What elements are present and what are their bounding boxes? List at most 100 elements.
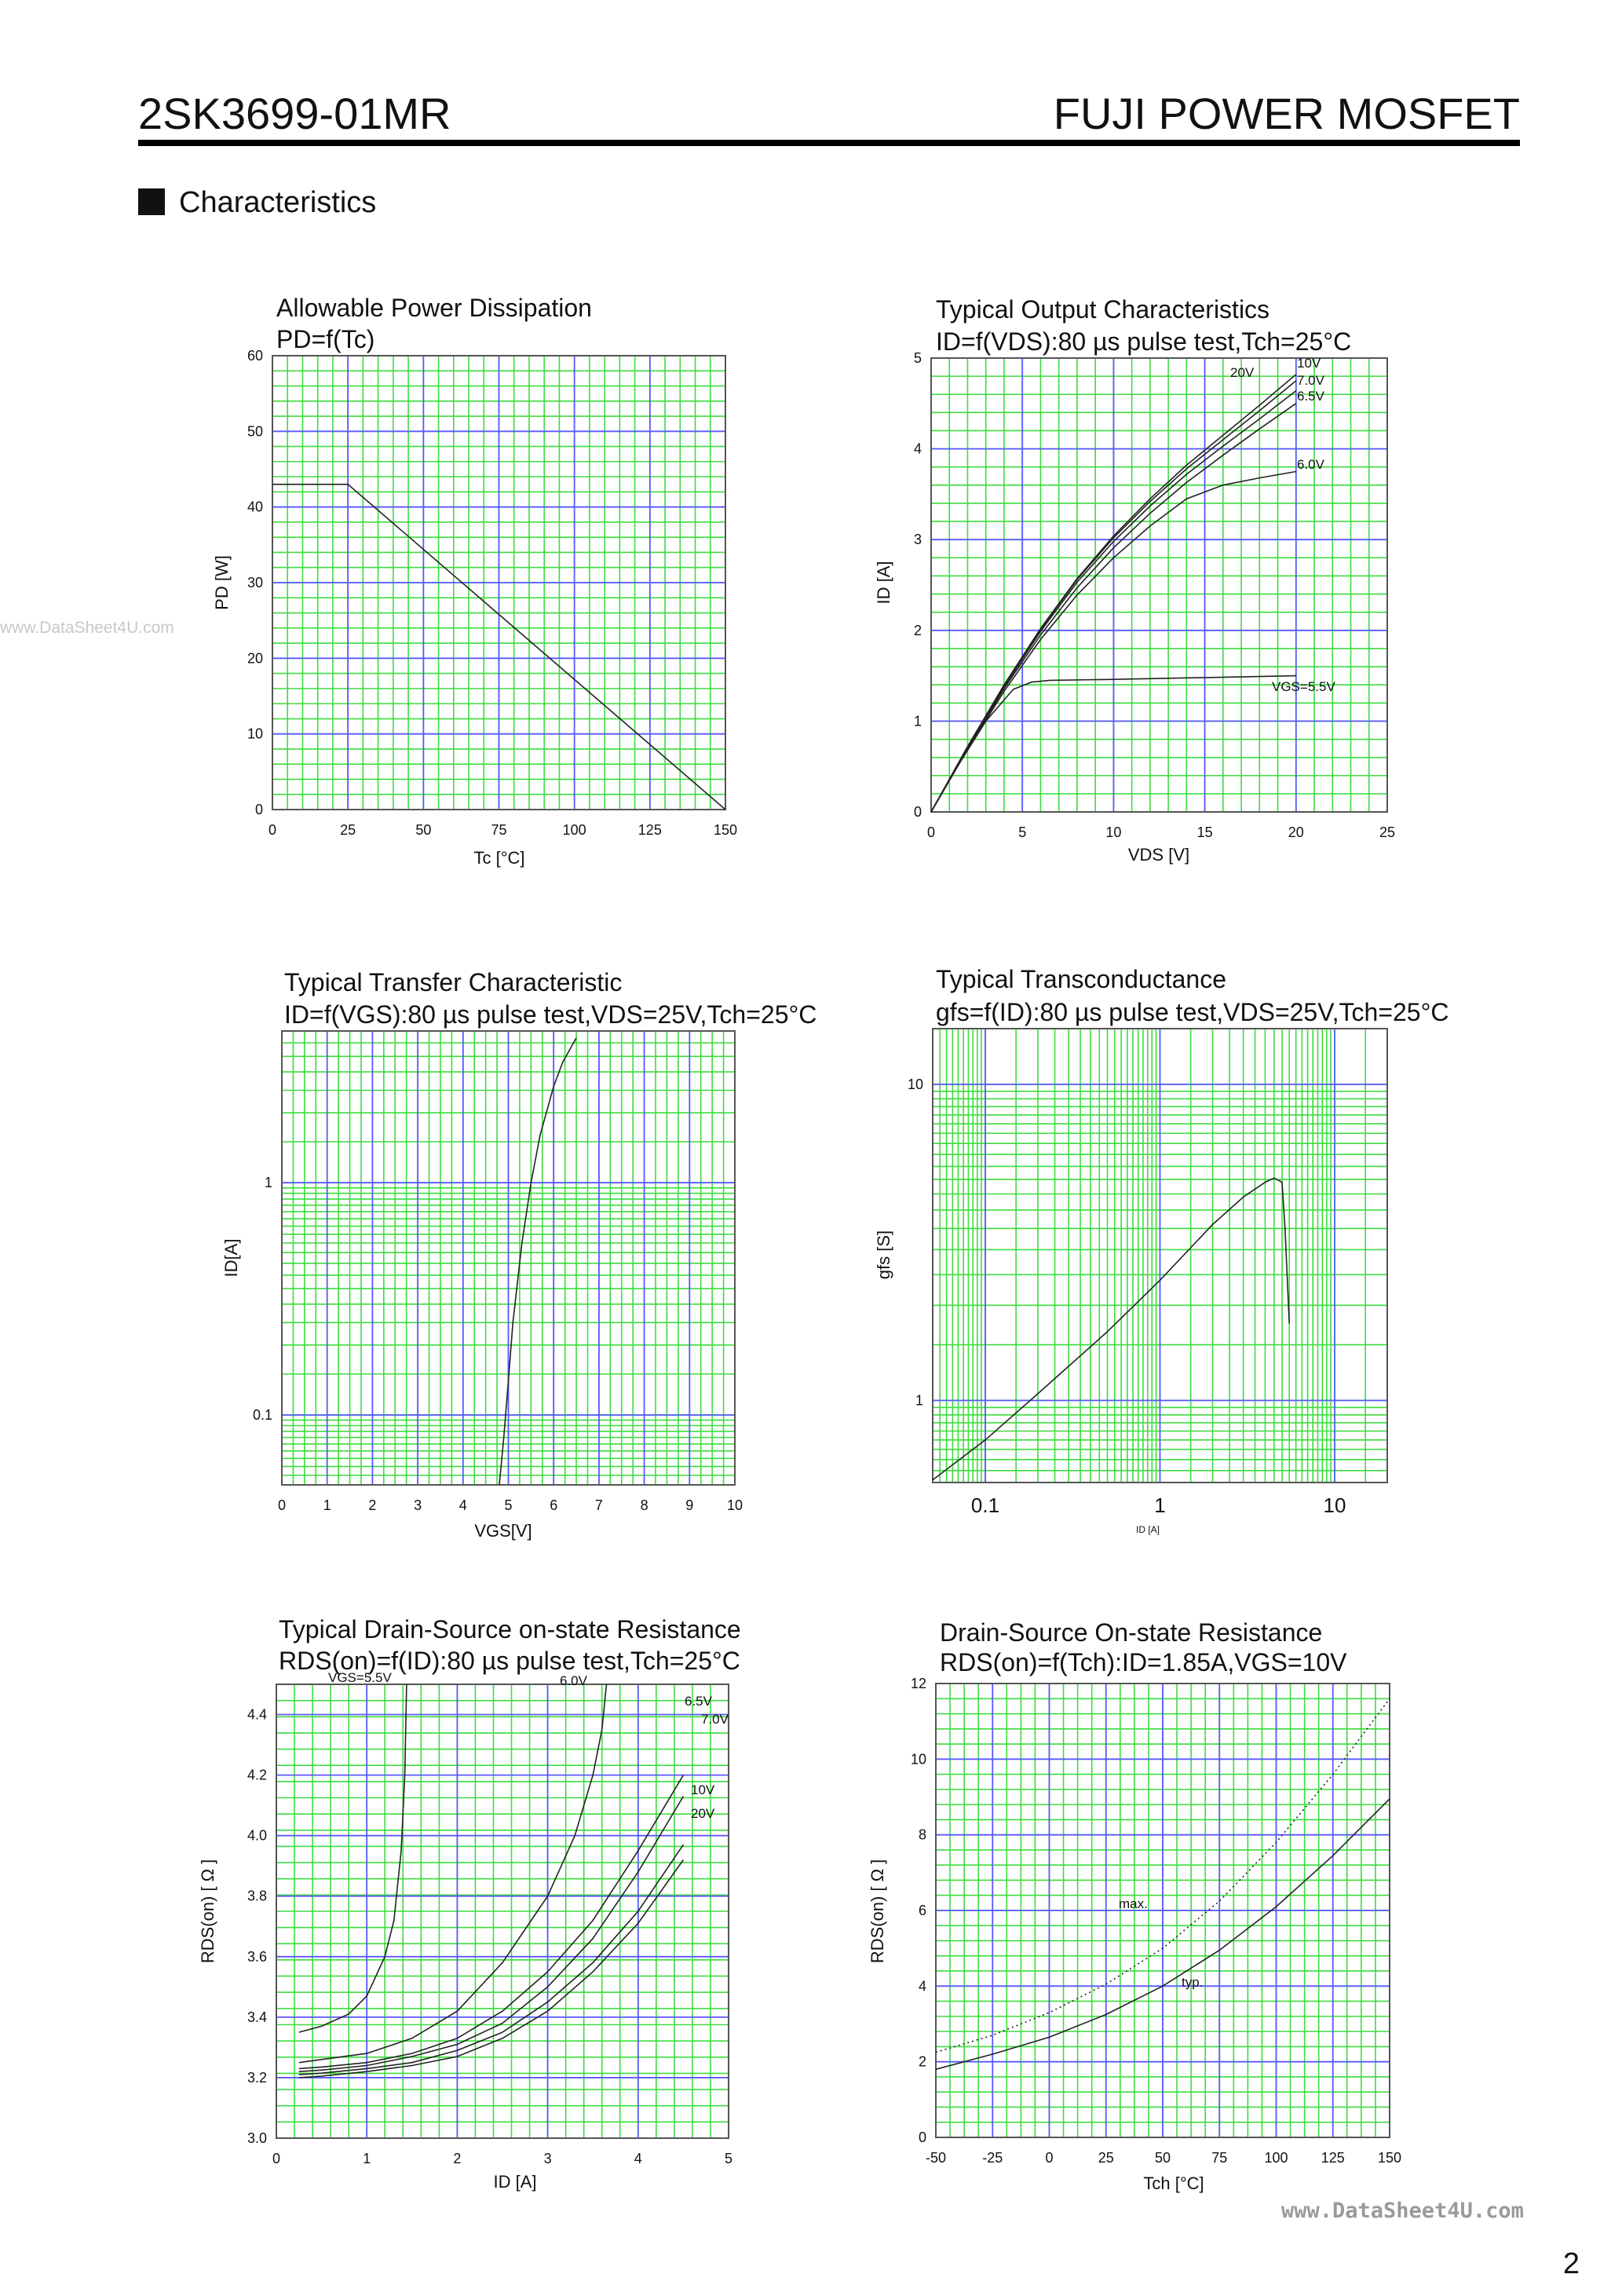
series-line-6-0v <box>930 470 1296 813</box>
x-tick-label: 1 <box>1154 1493 1165 1517</box>
y-tick-label: 0 <box>919 2130 926 2145</box>
y-tick-label: 4 <box>919 1978 926 1994</box>
chart-transconductance: 0.1 1 10 1 10 Typical Transconductance gfs=f(I… <box>874 965 1449 1535</box>
x-tick-label: -25 <box>982 2150 1003 2166</box>
series-line-pd <box>272 484 726 810</box>
x-tick-label: 4 <box>634 2151 642 2166</box>
y-axis-label: gfs [S] <box>874 1230 893 1279</box>
y-axis-label: PD [W] <box>212 555 232 610</box>
section-bullet-square <box>138 188 165 215</box>
series-label: max. <box>1119 1896 1148 1911</box>
x-tick-label: 0 <box>269 822 276 838</box>
chart-output: 0 5 10 15 20 25 0 1 2 3 4 5 Typical Output Character… <box>874 295 1395 865</box>
x-tick-label: 150 <box>714 822 737 838</box>
chart-title: Typical Output Characteristics <box>936 295 1269 324</box>
x-tick-label: 125 <box>1321 2150 1345 2166</box>
plot-frame <box>930 357 1388 813</box>
y-tick-label: 4.0 <box>247 1828 267 1844</box>
x-tick-label: 75 <box>491 822 506 838</box>
x-axis-label: Tc [°C] <box>473 848 524 868</box>
x-tick-label: 5 <box>725 2151 732 2166</box>
y-axis-label: RDS(on) [ Ω ] <box>868 1859 887 1964</box>
series-line-6-0v <box>298 1684 608 2064</box>
y-tick-label: 1 <box>915 1392 923 1408</box>
x-tick-label: 0.1 <box>971 1493 999 1517</box>
x-axis-label: VGS[V] <box>474 1521 532 1541</box>
y-tick-label: 1 <box>265 1175 272 1190</box>
series-label: 20V <box>1230 365 1255 380</box>
chart-subtitle: ID=f(VGS):80 µs pulse test,VDS=25V,Tch=2… <box>284 1000 816 1029</box>
x-tick-label: 15 <box>1197 824 1213 840</box>
series-line-20v <box>298 1859 685 2078</box>
y-tick-label: 4.2 <box>247 1768 267 1783</box>
x-tick-label: 6 <box>550 1497 557 1513</box>
series-line-vgs-5-5v <box>930 675 1296 813</box>
x-tick-label: 1 <box>323 1497 331 1513</box>
x-tick-label: 25 <box>340 822 356 838</box>
series-line-gfs <box>932 1177 1290 1481</box>
chart-title: Typical Transfer Characteristic <box>284 968 622 996</box>
y-tick-label: 60 <box>247 348 263 364</box>
x-axis-label: VDS [V] <box>1128 845 1189 865</box>
y-tick-label: 0 <box>914 804 922 820</box>
x-tick-label: 2 <box>368 1497 376 1513</box>
x-tick-label: 1 <box>363 2151 371 2166</box>
y-tick-label: 0.1 <box>253 1407 272 1423</box>
part-number: 2SK3699-01MR <box>138 89 451 138</box>
x-tick-label: 75 <box>1211 2150 1227 2166</box>
y-tick-label: 6 <box>919 1903 926 1918</box>
series-label: 10V <box>691 1782 715 1797</box>
x-tick-label: 10 <box>1105 824 1121 840</box>
x-tick-label: 50 <box>415 822 431 838</box>
y-tick-label: 20 <box>247 650 263 666</box>
series-line-vgs-5-5v <box>298 1684 407 2033</box>
series-label: typ. <box>1182 1975 1203 1990</box>
page-number: 2 <box>1562 2247 1580 2280</box>
x-axis-label: Tch [°C] <box>1143 2174 1204 2193</box>
chart-subtitle: ID=f(VDS):80 µs pulse test,Tch=25°C <box>936 327 1351 356</box>
x-tick-label: 9 <box>685 1497 693 1513</box>
series-line-10v <box>930 380 1297 813</box>
chart-title: Allowable Power Dissipation <box>276 294 592 322</box>
x-tick-label: 100 <box>563 822 586 838</box>
series-label: 7.0V <box>701 1712 729 1727</box>
series-line-id <box>499 1037 577 1486</box>
series-label: 6.5V <box>685 1694 713 1709</box>
y-tick-label: 3 <box>914 532 922 547</box>
x-tick-label: 7 <box>595 1497 603 1513</box>
watermark-bottom[interactable]: www.DataSheet4U.com <box>1281 2199 1524 2223</box>
chart-subtitle: RDS(on)=f(Tch):ID=1.85A,VGS=10V <box>940 1648 1347 1676</box>
series-label: VGS=5.5V <box>328 1670 392 1685</box>
watermark-left: www.DataSheet4U.com <box>0 619 174 637</box>
chart-subtitle: RDS(on)=f(ID):80 µs pulse test,Tch=25°C <box>279 1647 740 1675</box>
plot-frame <box>281 1030 736 1486</box>
series-label: 6.5V <box>1297 389 1325 404</box>
header-rule <box>138 140 1520 146</box>
brand-title: FUJI POWER MOSFET <box>1053 89 1520 138</box>
x-tick-label: 5 <box>504 1497 512 1513</box>
series-line-7-0v <box>298 1796 685 2072</box>
y-tick-label: 3.2 <box>247 2070 267 2086</box>
y-tick-label: 12 <box>911 1676 926 1691</box>
y-axis-label: ID [A] <box>874 561 893 604</box>
x-tick-label: 10 <box>1324 1493 1346 1517</box>
series-line-typ- <box>935 1798 1390 2071</box>
x-tick-label: 0 <box>272 2151 280 2166</box>
x-tick-label: 5 <box>1018 824 1026 840</box>
series-label: 6.0V <box>1297 457 1325 472</box>
grid-transconductance <box>933 1029 1387 1483</box>
series-line-6-5v <box>298 1775 685 2070</box>
chart-rdson_tch: -50 -25 0 25 50 75 100 125 150 0 2 4 6 8 10 12 Drain-Sou… <box>868 1618 1401 2193</box>
x-axis-label: ID [A] <box>1136 1524 1160 1535</box>
plot-frame <box>272 355 726 810</box>
chart-title: Typical Transconductance <box>936 965 1226 993</box>
y-tick-label: 0 <box>255 802 263 817</box>
grid-pd <box>272 355 726 810</box>
y-tick-label: 1 <box>914 713 922 729</box>
x-tick-label: 0 <box>278 1497 286 1513</box>
x-tick-label: 4 <box>459 1497 467 1513</box>
y-tick-label: 50 <box>247 423 263 439</box>
y-tick-label: 30 <box>247 575 263 590</box>
chart-subtitle: gfs=f(ID):80 µs pulse test,VDS=25V,Tch=2… <box>936 998 1449 1026</box>
